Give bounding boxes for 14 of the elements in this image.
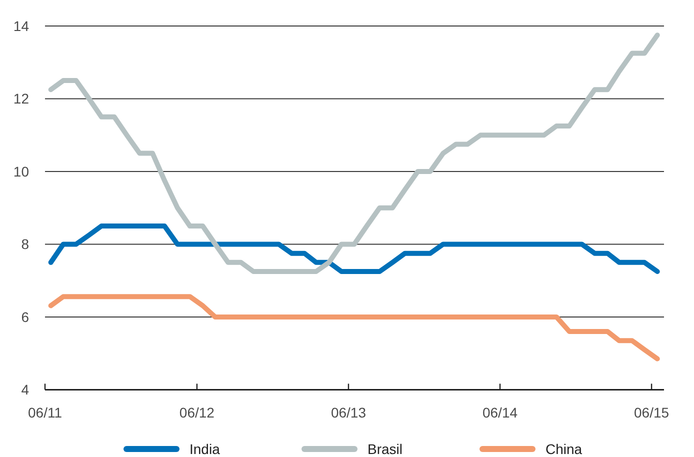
y-tick-label: 4 [21,382,30,398]
legend-label: Brasil [368,441,403,457]
y-tick-label: 8 [21,236,30,252]
y-tick-label: 10 [13,163,30,180]
x-tick-label: 06/15 [634,404,670,421]
y-tick-label: 6 [21,308,30,325]
legend-label: India [190,441,220,457]
y-tick-label: 14 [13,18,30,34]
x-tick-label: 06/12 [179,404,215,421]
legend-label: China [546,441,582,457]
x-tick-label: 06/13 [330,404,366,421]
x-tick-label: 06/14 [482,404,518,421]
y-tick-label: 12 [13,90,30,107]
x-tick-label: 06/11 [28,404,62,421]
